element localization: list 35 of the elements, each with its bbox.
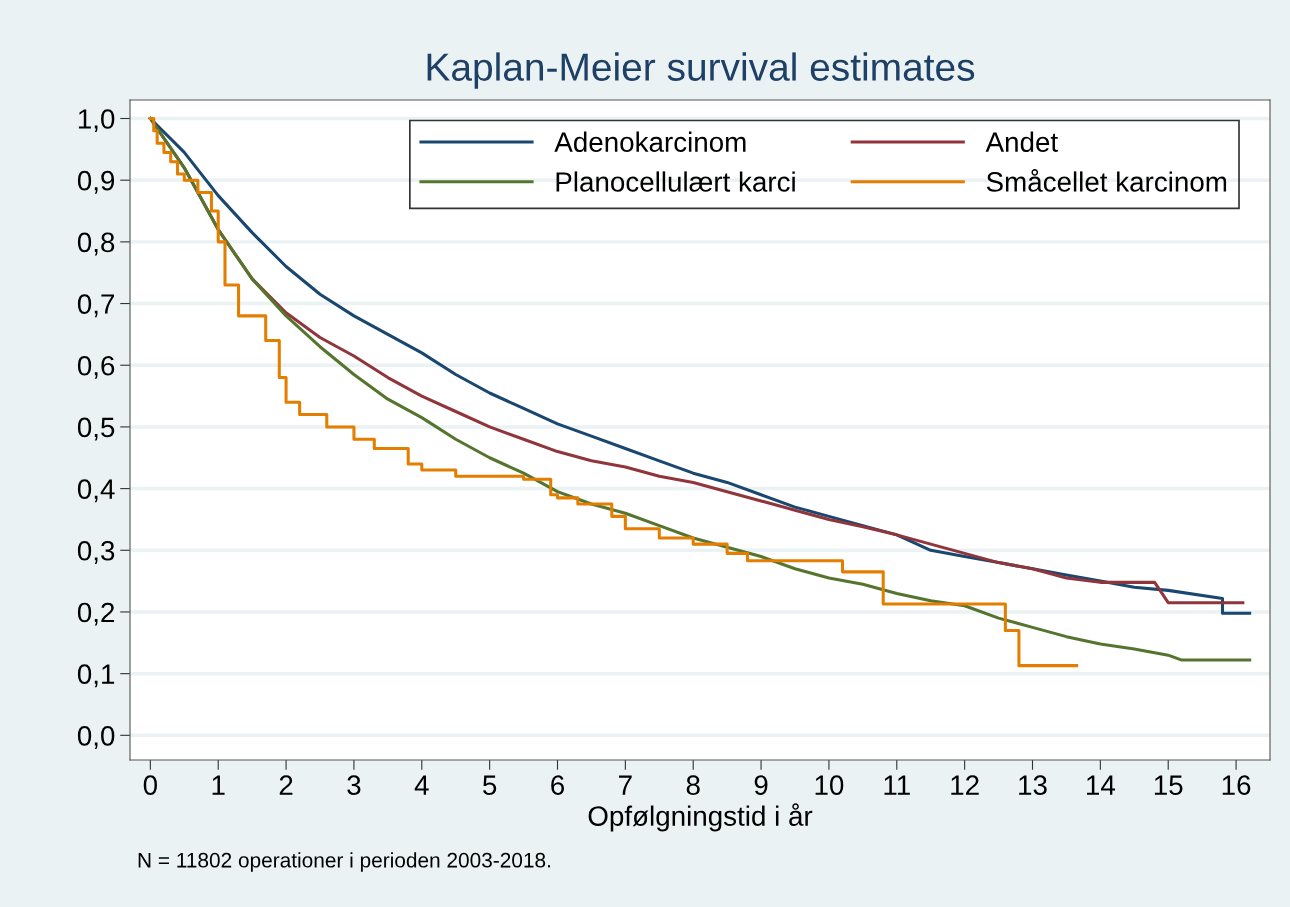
legend-label: Adenokarcinom (554, 131, 746, 152)
y-tick-label: 0,6 (77, 355, 115, 379)
chart-title: Kaplan-Meier survival estimates (427, 52, 975, 89)
x-tick-label: 16 (1222, 775, 1251, 795)
x-tick-label: 4 (414, 775, 429, 795)
y-tick-label: 0,0 (77, 726, 115, 749)
x-tick-label: 7 (619, 775, 632, 795)
y-tick-label: 0,8 (77, 232, 115, 256)
x-tick-label: 13 (1019, 775, 1047, 795)
x-tick-label: 10 (815, 775, 844, 795)
legend-label: Planocellulært karci (556, 171, 795, 192)
x-tick-label: 11 (884, 775, 910, 795)
x-tick-label: 9 (754, 775, 768, 795)
x-tick-label: 3 (347, 775, 361, 795)
x-axis-title: Opfølgningstid i år (588, 803, 813, 832)
x-tick-label: 6 (551, 775, 564, 795)
x-tick-label: 12 (951, 775, 979, 795)
x-tick-label: 5 (483, 775, 497, 795)
x-tick-label: 1 (212, 775, 225, 795)
y-tick-label: 0,2 (77, 602, 115, 626)
x-tick-label: 2 (279, 775, 293, 795)
legend-label: Småcellet karcinom (986, 169, 1227, 192)
x-tick-label: 15 (1154, 775, 1183, 795)
y-tick-label: 0,7 (77, 294, 115, 318)
y-tick-label: 0,9 (77, 170, 115, 194)
y-tick-label: 0,4 (77, 479, 115, 503)
x-tick-label: 8 (686, 775, 700, 795)
x-tick-label: 14 (1087, 775, 1115, 795)
x-tick-label: 0 (143, 775, 157, 795)
y-tick-label: 0,3 (77, 540, 115, 564)
y-tick-label: 0,1 (77, 664, 115, 688)
legend-label: Andet (985, 131, 1058, 152)
y-tick-label: 1,0 (78, 109, 115, 133)
text: N = 11802 operationer i perioden 2003-2018. (138, 852, 550, 872)
y-tick-label: 0,5 (77, 417, 115, 441)
